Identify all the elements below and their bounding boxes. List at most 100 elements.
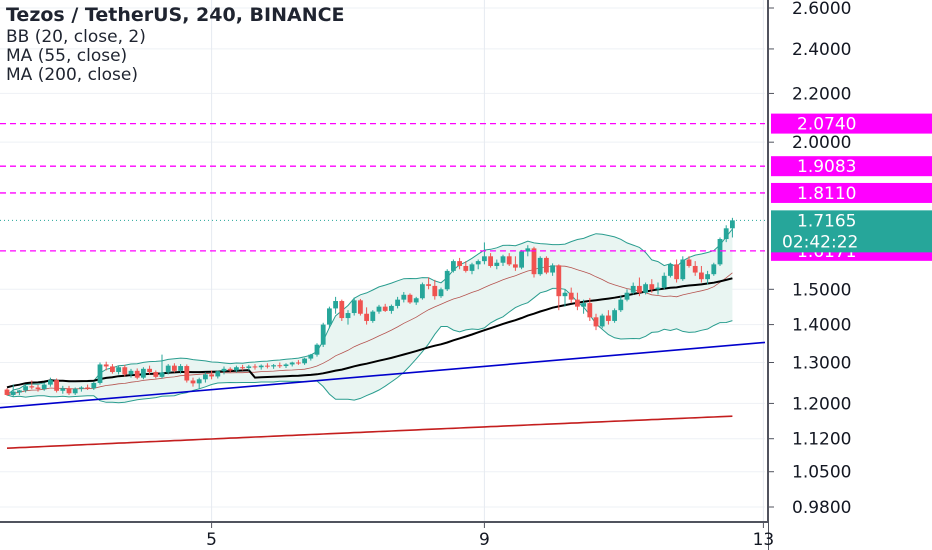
candle-body — [494, 262, 500, 266]
candle-body — [103, 364, 109, 367]
candle-body — [525, 248, 531, 252]
candle-body — [568, 292, 574, 300]
price-tick-label: 1.0500 — [792, 463, 851, 483]
candle-body — [395, 299, 400, 306]
indicator-bb-label: BB (20, close, 2) — [6, 27, 146, 47]
candle-body — [209, 374, 214, 377]
candle-body — [141, 368, 146, 378]
candle-body — [444, 270, 450, 290]
candle-body — [79, 387, 84, 389]
price-tick-label: 1.5000 — [792, 280, 851, 300]
indicator-ma55-label: MA (55, close) — [6, 46, 128, 66]
candle-body — [159, 372, 165, 377]
candle-body — [172, 365, 177, 371]
bb-upper-line — [6, 228, 733, 396]
candle-body — [723, 228, 729, 240]
candle-body — [277, 365, 283, 367]
candle-body — [252, 366, 258, 368]
candle-body — [457, 261, 462, 266]
candle-body — [382, 306, 388, 311]
candle-body — [370, 311, 376, 321]
candle-body — [327, 308, 332, 325]
candle-body — [91, 382, 97, 389]
candle-body — [271, 365, 276, 367]
candle-body — [680, 259, 686, 280]
candle-body — [165, 365, 171, 373]
candle-body — [451, 261, 456, 271]
price-tick-label: 2.4000 — [792, 40, 851, 60]
candle-body — [612, 310, 617, 321]
trendline — [0, 341, 766, 409]
level-price-label: 1.9083 — [797, 157, 856, 177]
candle-body — [72, 388, 78, 394]
candle-body — [110, 366, 115, 373]
candle-body — [240, 367, 245, 369]
candle-body — [122, 367, 128, 375]
candle-body — [17, 390, 22, 393]
candle-body — [668, 264, 673, 276]
price-tick-label: 1.2000 — [792, 394, 851, 414]
candle-body — [41, 384, 47, 390]
candle-body — [556, 265, 562, 297]
time-tick-label: 9 — [479, 530, 490, 550]
candle-body — [500, 256, 506, 263]
price-tick-label: 1.1200 — [792, 430, 851, 450]
candle-body — [320, 324, 326, 345]
candles — [4, 217, 735, 398]
horizontal-levels — [0, 122, 765, 252]
candle-body — [482, 256, 487, 262]
level-price-tag — [771, 156, 932, 177]
candle-body — [420, 284, 425, 299]
candle-body — [513, 264, 518, 268]
candle-body — [345, 313, 351, 319]
candle-body — [469, 264, 475, 271]
candle-body — [593, 317, 599, 327]
candle-body — [624, 292, 630, 300]
candle-body — [85, 387, 90, 389]
candle-body — [544, 257, 549, 273]
candle-body — [134, 370, 140, 378]
candle-body — [190, 380, 196, 384]
candle-body — [426, 284, 431, 286]
candle-body — [184, 366, 190, 381]
time-tick-label: 13 — [753, 530, 775, 550]
price-tick-label: 2.6000 — [792, 0, 851, 19]
last-price-tag — [771, 210, 932, 253]
candle-body — [339, 301, 345, 319]
candle-body — [630, 285, 636, 293]
candle-body — [506, 256, 512, 265]
candle-body — [661, 275, 667, 288]
time-tick-label: 5 — [206, 530, 217, 550]
candle-body — [153, 372, 159, 377]
candle-body — [537, 257, 543, 275]
candle-body — [413, 298, 419, 303]
price-axis[interactable]: 2.6000 2.4000 2.2000 2.0000 1.5000 1.4000 1.30… — [767, 0, 932, 550]
candle-body — [215, 371, 221, 377]
price-tick-label: 0.9800 — [792, 498, 851, 518]
candle-body — [48, 380, 53, 385]
level-price-tag — [771, 113, 932, 134]
candle-body — [221, 368, 227, 372]
candle-body — [581, 303, 586, 307]
candle-body — [618, 299, 624, 311]
candle-body — [10, 391, 16, 395]
level-price-tag — [771, 182, 932, 203]
candle-body — [351, 300, 357, 314]
candle-body — [196, 379, 202, 384]
ma200-line — [6, 415, 733, 449]
bb-lower-line — [6, 287, 733, 404]
candle-body — [438, 289, 444, 297]
price-tick-label: 2.0000 — [792, 133, 851, 153]
last-price-label: 1.7165 — [797, 211, 856, 231]
candle-body — [23, 386, 28, 391]
candle-body — [711, 264, 717, 275]
candle-body — [488, 256, 493, 266]
candle-body — [358, 300, 363, 314]
price-tick-label: 2.2000 — [792, 84, 851, 104]
candle-body — [289, 362, 295, 365]
countdown-label: 02:42:22 — [782, 232, 858, 252]
time-axis[interactable]: 5 9 13 — [0, 521, 775, 550]
candle-body — [4, 389, 10, 395]
ma55-line — [6, 277, 733, 389]
